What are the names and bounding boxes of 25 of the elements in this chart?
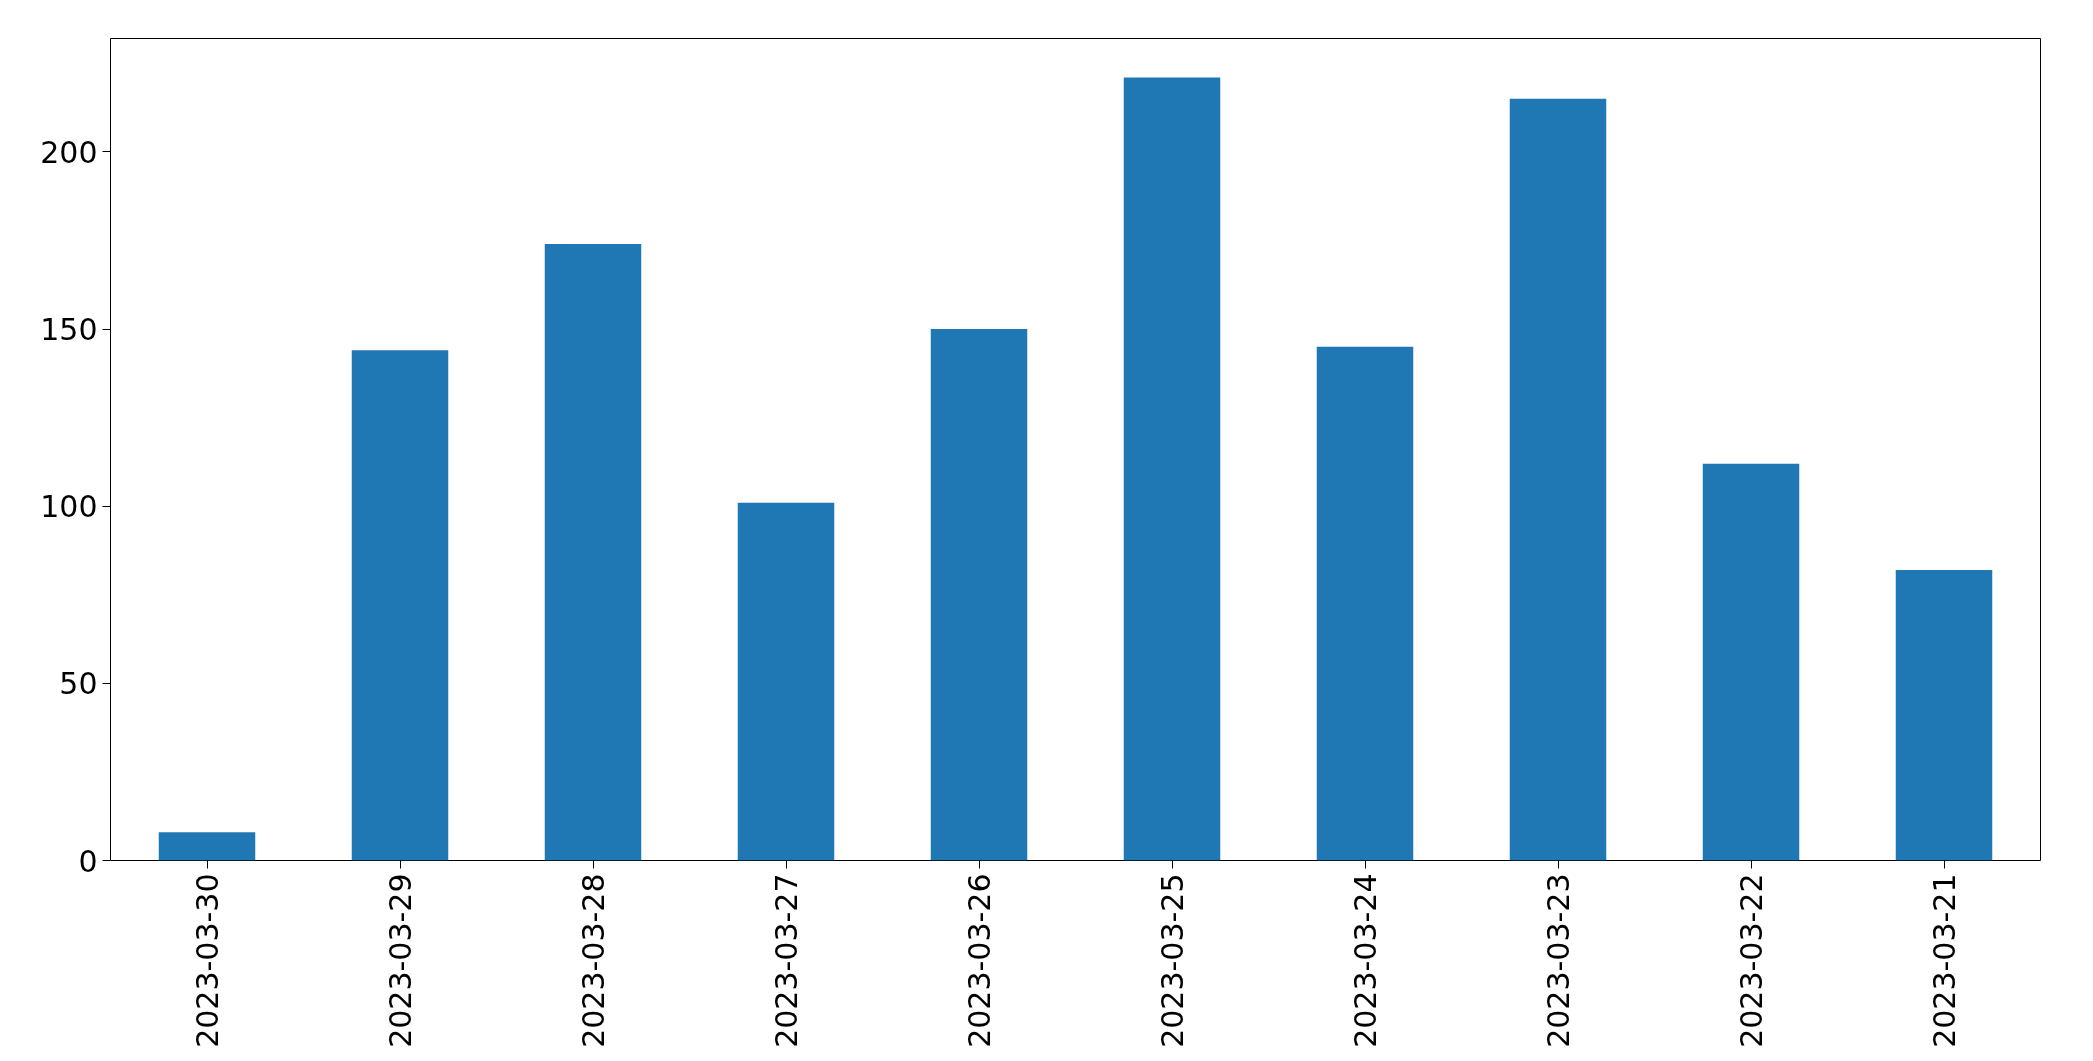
x-tick-label: 2023-03-21 [1927, 873, 1962, 1048]
bar [1895, 569, 1993, 861]
bar [930, 329, 1028, 861]
x-tick-label: 2023-03-25 [1155, 873, 1190, 1048]
x-tick-label: 2023-03-22 [1734, 873, 1769, 1048]
x-tick-label: 2023-03-27 [769, 873, 804, 1048]
bar [1316, 346, 1414, 861]
y-tick-label: 100 [40, 489, 98, 525]
bar [737, 502, 835, 861]
y-tick-label: 50 [59, 666, 98, 702]
y-tick-label: 200 [40, 134, 98, 170]
bar [1123, 77, 1221, 861]
x-tick-label: 2023-03-30 [190, 873, 225, 1048]
y-tick-label: 0 [78, 843, 98, 879]
bar [544, 244, 642, 861]
bar [1509, 98, 1607, 861]
x-tick-label: 2023-03-24 [1348, 873, 1383, 1048]
y-tick-label: 150 [40, 312, 98, 348]
x-tick-label: 2023-03-29 [383, 873, 418, 1048]
bar [158, 832, 256, 861]
bar [1702, 463, 1800, 861]
x-tick-label: 2023-03-28 [576, 873, 611, 1048]
bar [351, 350, 449, 861]
x-tick-label: 2023-03-26 [962, 873, 997, 1048]
x-tick-label: 2023-03-23 [1541, 873, 1576, 1048]
